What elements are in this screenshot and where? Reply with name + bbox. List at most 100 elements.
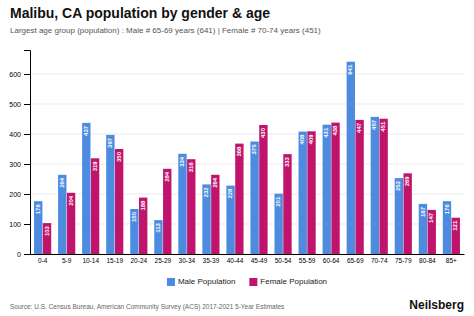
bar [163, 169, 171, 254]
bar [211, 175, 219, 254]
bar [259, 125, 267, 254]
x-tick-label: 0-4 [38, 257, 48, 264]
y-tick: 500 [9, 101, 30, 108]
bar [331, 123, 339, 254]
data-label: 232 [203, 187, 209, 198]
bar [235, 144, 243, 254]
data-label: 204 [68, 195, 74, 206]
x-tick-label: 35-39 [203, 257, 220, 264]
x-tick: 60-64 [323, 254, 340, 264]
y-tick: 100 [9, 221, 30, 228]
y-tick-mark [24, 254, 30, 255]
data-label: 228 [227, 188, 233, 199]
x-tick: 20-24 [130, 254, 147, 264]
x-tick: 65-69 [347, 254, 364, 264]
series-bars [34, 62, 451, 254]
x-tick-label: 5-9 [62, 257, 72, 264]
branding: Neilsberg [409, 298, 464, 312]
data-label: 641 [347, 64, 353, 75]
data-label: 431 [323, 127, 329, 138]
bar [452, 218, 460, 254]
bar [404, 173, 412, 254]
x-tick: 35-39 [203, 254, 220, 264]
x-tick: 75-79 [395, 254, 412, 264]
bar [115, 149, 123, 254]
y-tick-mark [24, 104, 30, 105]
x-tick-label: 65-69 [347, 257, 364, 264]
bar [82, 123, 90, 254]
y-tick-label: 0 [17, 251, 21, 258]
subtitle: Largest age group (population) : Male # … [10, 26, 321, 35]
x-axis-line [31, 254, 465, 255]
bar [202, 184, 210, 254]
bar [34, 201, 42, 254]
bar [428, 210, 436, 254]
x-tick: 15-19 [106, 254, 123, 264]
bar [371, 117, 379, 254]
data-label: 375 [251, 144, 257, 155]
data-label: 438 [332, 125, 338, 136]
data-label: 176 [35, 204, 41, 215]
data-label: 350 [116, 151, 122, 162]
bar [106, 135, 114, 254]
x-tick-label: 60-64 [323, 257, 340, 264]
x-tick: 50-54 [275, 254, 292, 264]
y-tick-mark [24, 164, 30, 165]
x-tick: 70-74 [371, 254, 388, 264]
y-tick-label: 100 [9, 221, 21, 228]
bar [395, 178, 403, 254]
bar [299, 132, 307, 254]
legend-item: Female Population [249, 277, 327, 286]
plot: 01002003004005006000-45-910-1415-1920-24… [9, 51, 464, 264]
bar [274, 194, 282, 254]
bar [323, 125, 331, 254]
data-label: 334 [179, 156, 185, 167]
data-label: 397 [107, 137, 113, 148]
data-label: 368 [236, 146, 242, 157]
data-label: 167 [420, 206, 426, 217]
grid-line [30, 74, 464, 75]
x-tick: 55-59 [299, 254, 316, 264]
x-tick-label: 85+ [446, 257, 457, 264]
legend: Male Population Female Population [167, 277, 327, 286]
y-axis: 0 100 200 300 400 500 600 [9, 51, 30, 258]
bar [91, 158, 99, 254]
bars [34, 62, 460, 254]
grid [30, 74, 464, 254]
x-tick-label: 55-59 [299, 257, 316, 264]
y-tick: 200 [9, 191, 30, 198]
x-tick-label: 80-84 [419, 257, 436, 264]
grid-line [30, 134, 464, 135]
bar [307, 131, 315, 254]
y-tick: 0 [17, 251, 30, 258]
bar [178, 154, 186, 254]
x-tick-label: 30-34 [179, 257, 196, 264]
y-tick: 400 [9, 131, 30, 138]
bar [67, 193, 75, 254]
data-labels: 1762644373971501133342322283752014084316… [35, 64, 459, 236]
data-label: 264 [59, 177, 65, 188]
y-tick-label: 300 [9, 161, 21, 168]
data-label: 147 [428, 212, 434, 223]
chart: Malibu, CA population by gender & ageLar… [0, 0, 474, 316]
data-label: 451 [380, 121, 386, 132]
y-tick-label: 600 [9, 71, 21, 78]
data-label: 284 [164, 171, 170, 182]
legend-label: Female Population [260, 277, 327, 286]
bar [139, 198, 147, 254]
x-tick-label: 15-19 [106, 257, 123, 264]
x-tick: 85+ [446, 254, 457, 264]
x-axis: 0-45-910-1415-1920-2425-2930-3435-3940-4… [31, 254, 465, 264]
data-label: 113 [155, 222, 161, 232]
y-tick-label: 500 [9, 101, 21, 108]
x-tick-label: 20-24 [130, 257, 147, 264]
data-label: 253 [395, 180, 401, 191]
data-label: 150 [131, 211, 137, 222]
x-tick-label: 40-44 [227, 257, 244, 264]
data-label: 121 [452, 220, 458, 231]
legend-item: Male Population [167, 277, 235, 286]
y-axis-line [24, 51, 31, 255]
y-tick: 300 [9, 161, 30, 168]
data-label: 319 [92, 161, 98, 172]
bar [43, 223, 51, 254]
